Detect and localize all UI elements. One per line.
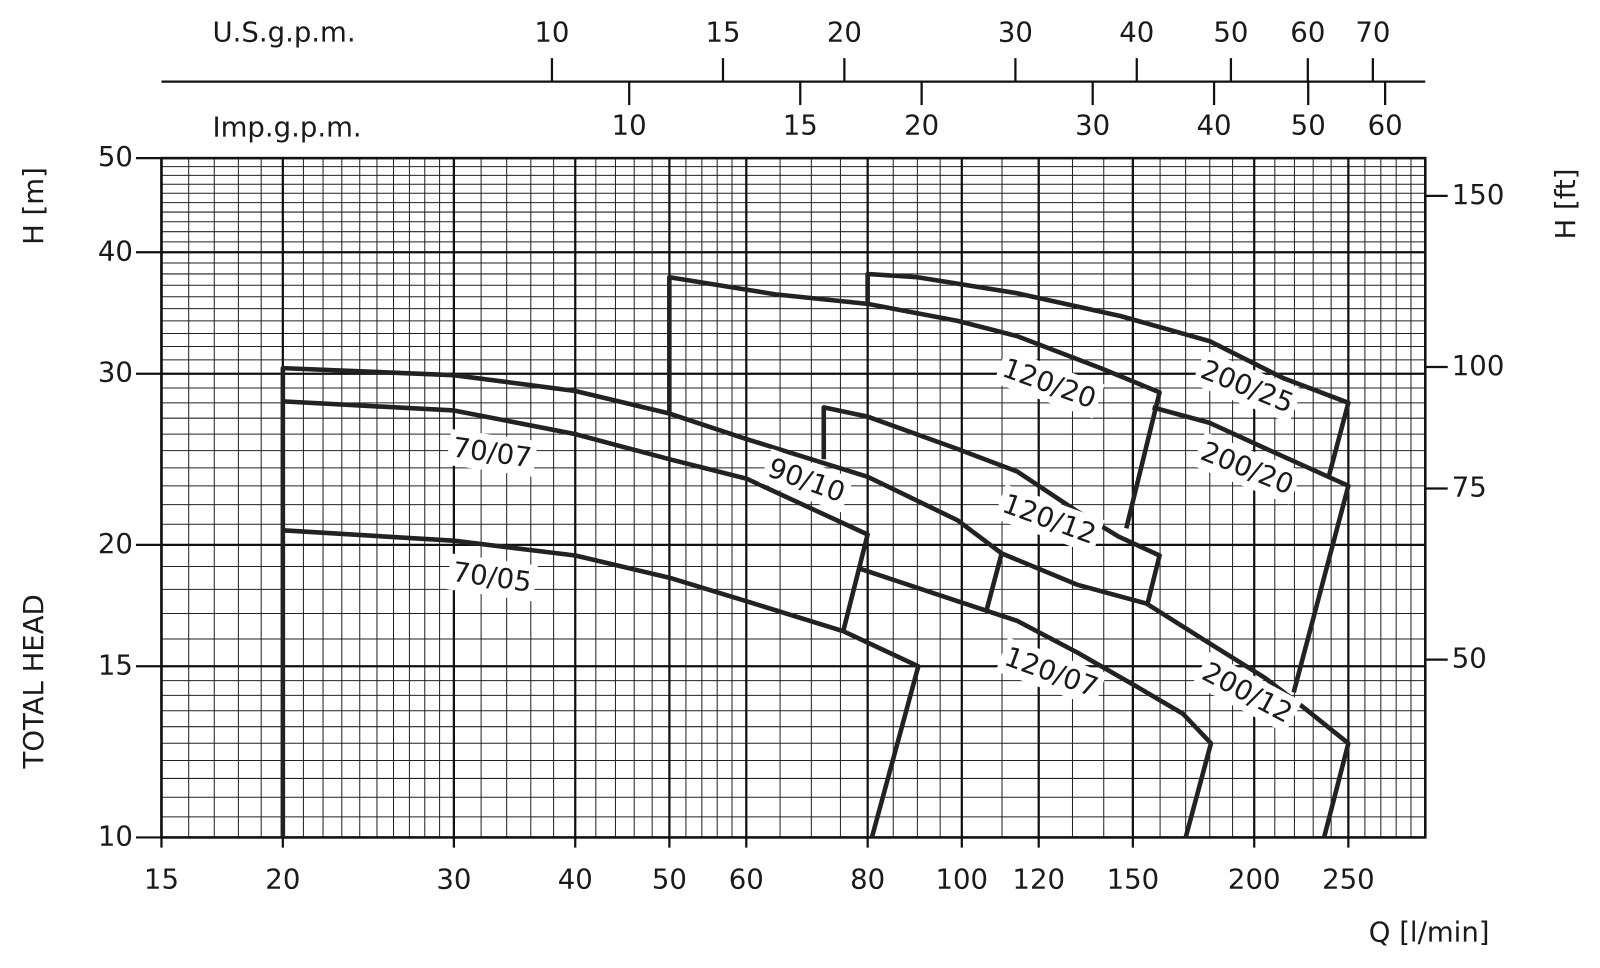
x3-axis-title: Imp.g.p.m. [212, 112, 361, 144]
x-tick-label: 60 [729, 863, 764, 895]
y2-tick-label: 150 [1452, 179, 1505, 211]
x3-tick-label: 40 [1197, 109, 1232, 141]
x-tick-label: 80 [850, 863, 885, 895]
x2-tick-label: 20 [827, 17, 862, 49]
y2-axis-title: H [ft] [1550, 169, 1582, 240]
x2-axis-title: U.S.g.p.m. [212, 17, 355, 49]
x2-tick-label: 30 [998, 17, 1033, 49]
x-tick-label: 100 [936, 863, 989, 895]
y-tick-label: 10 [98, 820, 133, 852]
x-tick-label: 150 [1107, 863, 1160, 895]
y2-tick-label: 75 [1452, 471, 1487, 503]
x3-tick-label: 20 [904, 109, 939, 141]
x3-tick-label: 50 [1291, 109, 1326, 141]
pump-curve [1152, 405, 1351, 693]
y-tick-label: 15 [98, 649, 133, 681]
x-tick-label: 50 [652, 863, 687, 895]
y-tick-label: 40 [98, 235, 133, 267]
x-tick-label: 20 [265, 863, 300, 895]
x-axis-title: Q [l/min] [1369, 916, 1490, 948]
label-bg [1191, 431, 1303, 505]
curve-label-group: 70/05 [446, 553, 538, 602]
pump-curve [280, 365, 1004, 838]
label-bg [1192, 652, 1303, 734]
x-tick-label: 120 [1012, 863, 1065, 895]
pump-curve [821, 405, 1162, 605]
pump-curve [865, 271, 1351, 476]
x-tick-label: 200 [1228, 863, 1281, 895]
label-bg [446, 428, 538, 477]
x2-tick-label: 15 [705, 17, 740, 49]
pump-curve [282, 399, 870, 632]
x3-tick-label: 30 [1075, 109, 1110, 141]
x2-tick-label: 70 [1355, 17, 1390, 49]
curve-label-group: 70/07 [446, 428, 538, 477]
pump-curve [667, 274, 1162, 529]
y-tick-label: 20 [98, 528, 133, 560]
label-bg [995, 637, 1107, 708]
grid: 15 20 30 40 50 60 80 100 120 150 200 250 10 15 20 30 40 5… [98, 17, 1504, 896]
y-tick-label: 30 [98, 357, 133, 389]
plot-frame [160, 156, 1427, 839]
x2-tick-label: 60 [1290, 17, 1325, 49]
x3-tick-label: 15 [783, 109, 818, 141]
label-bg [1191, 350, 1303, 424]
label-bg [993, 484, 1105, 555]
pump-curve [282, 528, 921, 839]
x3-tick-label: 10 [612, 109, 647, 141]
pump-curve [1000, 551, 1351, 839]
label-bg [446, 553, 538, 602]
x2-tick-label: 40 [1119, 17, 1154, 49]
y-axis-title: H [m] [18, 167, 50, 245]
y-tick-label: 50 [98, 141, 133, 173]
y-axis-title-2: TOTAL HEAD [18, 594, 50, 769]
label-bg [993, 348, 1105, 419]
x2-tick-label: 50 [1213, 17, 1248, 49]
x-tick-label: 250 [1322, 863, 1375, 895]
y2-tick-label: 100 [1452, 350, 1505, 382]
x-tick-label: 40 [558, 863, 593, 895]
x3-tick-label: 60 [1368, 109, 1403, 141]
label-bg [759, 448, 854, 513]
pump-curve [859, 566, 1214, 839]
x-tick-label: 30 [436, 863, 471, 895]
y2-tick-label: 50 [1452, 643, 1487, 675]
curves [280, 271, 1351, 839]
x-tick-label: 15 [144, 863, 179, 895]
x2-tick-label: 10 [534, 17, 569, 49]
